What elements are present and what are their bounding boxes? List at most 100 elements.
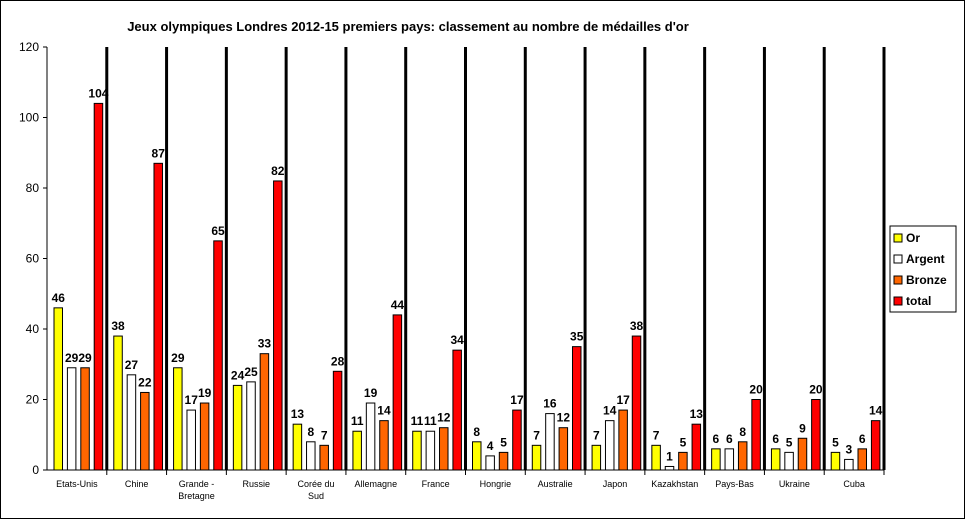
- bar-bronze: [439, 427, 449, 471]
- data-label: 24: [231, 368, 245, 382]
- bar-or: [770, 448, 781, 471]
- data-label: 46: [52, 291, 66, 305]
- legend-label-bronze: Bronze: [906, 273, 947, 287]
- bar-or: [352, 430, 362, 471]
- bar-bronze: [797, 437, 808, 471]
- data-label: 87: [152, 146, 166, 160]
- bar-total: [273, 180, 283, 471]
- bar-total: [213, 240, 223, 471]
- bar-or: [711, 448, 721, 471]
- bar-argent: [126, 374, 137, 471]
- y-tick-label: 100: [19, 111, 39, 125]
- bar-total: [571, 346, 582, 471]
- bar-argent: [844, 458, 854, 471]
- bar-total: [332, 370, 343, 471]
- data-label: 7: [653, 428, 660, 442]
- y-axis: 0 20 40 60 80 100 120: [19, 40, 48, 477]
- bar-bronze: [498, 451, 509, 471]
- legend-swatch-bronze: [893, 275, 903, 285]
- bar-total: [691, 423, 702, 471]
- bar-argent: [604, 420, 615, 471]
- data-label: 9: [799, 421, 806, 435]
- bar-argent: [485, 455, 495, 471]
- category-label: Corée du: [298, 479, 335, 489]
- bar-total: [811, 399, 821, 471]
- data-label: 17: [616, 393, 630, 407]
- bar-bronze: [140, 391, 150, 471]
- bar-or: [292, 423, 303, 471]
- data-label: 38: [111, 319, 125, 333]
- bar-argent: [246, 381, 256, 471]
- bar-argent: [545, 413, 555, 471]
- data-label: 6: [772, 432, 779, 446]
- data-label: 8: [473, 425, 480, 439]
- data-label: 14: [603, 404, 617, 418]
- legend-swatch-total: [893, 296, 903, 306]
- category-label: Etats-Unis: [56, 479, 98, 489]
- legend-label-argent: Argent: [906, 252, 945, 266]
- y-tick-label: 80: [26, 181, 40, 195]
- category-label: Bretagne: [178, 491, 215, 501]
- bar-total: [93, 102, 104, 471]
- y-tick-label: 60: [26, 252, 40, 266]
- data-label: 17: [510, 393, 524, 407]
- bar-total: [392, 314, 403, 471]
- chart-title: Jeux olympiques Londres 2012-15 premiers…: [127, 19, 689, 34]
- data-label: 33: [258, 337, 272, 351]
- data-label: 16: [543, 397, 557, 411]
- bar-or: [830, 451, 841, 471]
- bar-total: [512, 409, 522, 471]
- data-label: 38: [630, 319, 644, 333]
- data-label: 13: [690, 407, 704, 421]
- category-label: Japon: [603, 479, 628, 489]
- legend: Or Argent Bronze total: [889, 225, 957, 313]
- category-label: Sud: [308, 491, 324, 501]
- data-label: 7: [321, 428, 328, 442]
- data-label: 29: [78, 351, 92, 365]
- category-label: France: [422, 479, 450, 489]
- bar-or: [173, 367, 183, 471]
- data-label: 11: [351, 414, 364, 428]
- legend-label-or: Or: [906, 231, 920, 245]
- bar-or: [472, 441, 482, 471]
- category-label: Cuba: [843, 479, 865, 489]
- y-tick-label: 40: [26, 322, 40, 336]
- bar-total: [631, 335, 642, 471]
- data-label: 3: [846, 442, 853, 456]
- bar-or: [232, 384, 243, 471]
- data-label: 7: [593, 428, 600, 442]
- bar-or: [651, 444, 661, 471]
- bar-bronze: [259, 353, 270, 471]
- data-label: 12: [557, 411, 571, 425]
- data-label: 20: [809, 383, 823, 397]
- x-axis-category-labels: Etats-Unis Chine Grande - Bretagne Russie Cor…: [56, 479, 865, 501]
- y-tick-label: 0: [32, 463, 39, 477]
- bar-bronze: [379, 420, 389, 471]
- data-label: 20: [749, 383, 763, 397]
- data-label: 5: [786, 435, 793, 449]
- category-label: Australie: [538, 479, 573, 489]
- data-label: 8: [307, 425, 314, 439]
- data-label: 104: [88, 86, 108, 100]
- data-label: 14: [377, 404, 391, 418]
- bar-bronze: [857, 448, 868, 471]
- bar-bronze: [319, 444, 329, 471]
- data-label: 1: [666, 449, 673, 463]
- category-label: Kazakhstan: [651, 479, 698, 489]
- category-label: Ukraine: [779, 479, 810, 489]
- legend-swatch-or: [893, 233, 903, 243]
- y-tick-label: 120: [19, 40, 39, 54]
- category-label: Allemagne: [355, 479, 398, 489]
- legend-label-total: total: [906, 294, 931, 308]
- bar-argent: [66, 367, 77, 471]
- data-label: 29: [171, 351, 185, 365]
- bar-argent: [306, 441, 316, 471]
- category-label: Grande -: [179, 479, 215, 489]
- data-label: 7: [533, 428, 540, 442]
- bar-total: [452, 349, 462, 471]
- data-label: 6: [713, 432, 720, 446]
- bar-argent: [784, 451, 794, 471]
- bar-bronze: [618, 409, 628, 471]
- bars: [53, 102, 881, 471]
